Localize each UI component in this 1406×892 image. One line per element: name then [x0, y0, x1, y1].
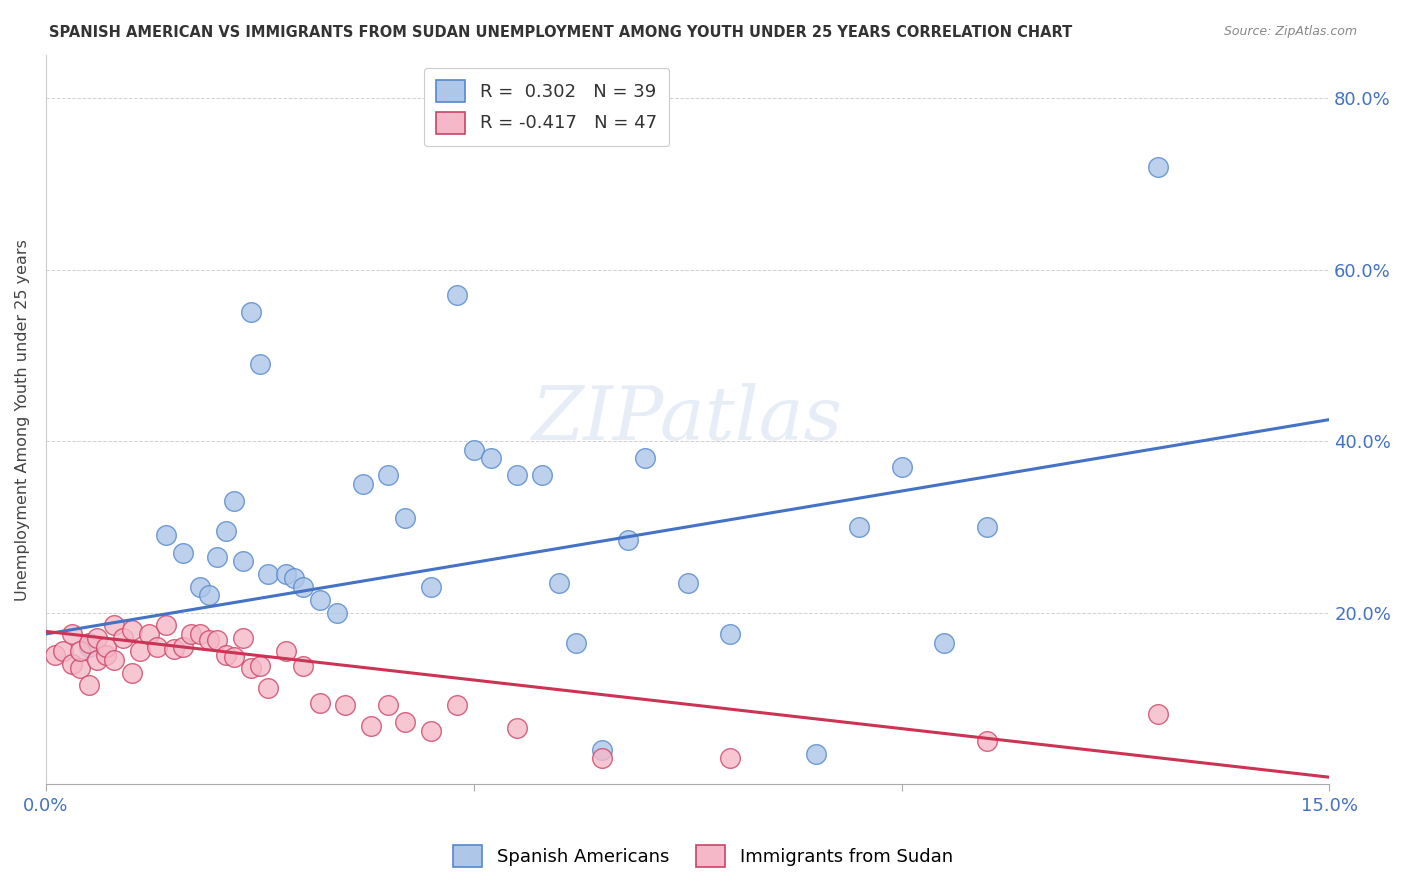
- Point: [591, 743, 613, 757]
- Point: [103, 618, 125, 632]
- Point: [360, 719, 382, 733]
- Point: [420, 580, 443, 594]
- Point: [94, 648, 117, 663]
- Point: [172, 545, 194, 559]
- Point: [257, 566, 280, 581]
- Point: [446, 288, 468, 302]
- Point: [976, 734, 998, 748]
- Point: [531, 468, 554, 483]
- Point: [591, 751, 613, 765]
- Point: [214, 648, 236, 663]
- Point: [180, 627, 202, 641]
- Point: [848, 520, 870, 534]
- Point: [291, 658, 314, 673]
- Point: [249, 658, 271, 673]
- Point: [274, 566, 297, 581]
- Point: [352, 477, 374, 491]
- Point: [308, 592, 330, 607]
- Point: [77, 678, 100, 692]
- Point: [308, 696, 330, 710]
- Text: Source: ZipAtlas.com: Source: ZipAtlas.com: [1223, 25, 1357, 38]
- Point: [291, 580, 314, 594]
- Point: [394, 715, 416, 730]
- Point: [394, 511, 416, 525]
- Point: [616, 533, 638, 547]
- Point: [479, 451, 502, 466]
- Point: [335, 698, 357, 713]
- Point: [446, 698, 468, 713]
- Point: [548, 575, 571, 590]
- Point: [188, 580, 211, 594]
- Point: [718, 627, 741, 641]
- Point: [52, 644, 75, 658]
- Point: [205, 632, 228, 647]
- Point: [890, 459, 912, 474]
- Point: [804, 747, 827, 761]
- Point: [232, 554, 254, 568]
- Point: [146, 640, 169, 654]
- Point: [976, 520, 998, 534]
- Point: [274, 644, 297, 658]
- Point: [94, 640, 117, 654]
- Point: [197, 588, 219, 602]
- Point: [69, 644, 91, 658]
- Point: [103, 653, 125, 667]
- Point: [77, 635, 100, 649]
- Point: [138, 627, 160, 641]
- Point: [232, 632, 254, 646]
- Text: SPANISH AMERICAN VS IMMIGRANTS FROM SUDAN UNEMPLOYMENT AMONG YOUTH UNDER 25 YEAR: SPANISH AMERICAN VS IMMIGRANTS FROM SUDA…: [49, 25, 1073, 40]
- Point: [155, 528, 177, 542]
- Point: [155, 618, 177, 632]
- Point: [197, 632, 219, 647]
- Point: [86, 632, 108, 646]
- Point: [377, 468, 399, 483]
- Point: [60, 657, 83, 671]
- Point: [111, 632, 134, 646]
- Point: [121, 623, 143, 637]
- Point: [205, 549, 228, 564]
- Point: [1147, 160, 1170, 174]
- Point: [77, 640, 100, 654]
- Legend: R =  0.302   N = 39, R = -0.417   N = 47: R = 0.302 N = 39, R = -0.417 N = 47: [423, 68, 669, 146]
- Point: [463, 442, 485, 457]
- Y-axis label: Unemployment Among Youth under 25 years: Unemployment Among Youth under 25 years: [15, 239, 30, 600]
- Legend: Spanish Americans, Immigrants from Sudan: Spanish Americans, Immigrants from Sudan: [446, 838, 960, 874]
- Point: [718, 751, 741, 765]
- Point: [249, 357, 271, 371]
- Point: [326, 606, 349, 620]
- Point: [420, 723, 443, 738]
- Point: [44, 648, 66, 663]
- Point: [69, 661, 91, 675]
- Text: ZIPatlas: ZIPatlas: [531, 384, 844, 456]
- Point: [163, 641, 186, 656]
- Point: [224, 494, 246, 508]
- Point: [60, 627, 83, 641]
- Point: [1147, 706, 1170, 721]
- Point: [224, 650, 246, 665]
- Point: [634, 451, 657, 466]
- Point: [283, 571, 305, 585]
- Point: [505, 722, 527, 736]
- Point: [377, 698, 399, 713]
- Point: [257, 681, 280, 695]
- Point: [676, 575, 699, 590]
- Point: [214, 524, 236, 538]
- Point: [121, 665, 143, 680]
- Point: [565, 635, 588, 649]
- Point: [172, 640, 194, 654]
- Point: [86, 653, 108, 667]
- Point: [129, 644, 152, 658]
- Point: [505, 468, 527, 483]
- Point: [188, 627, 211, 641]
- Point: [240, 661, 263, 675]
- Point: [934, 635, 956, 649]
- Point: [240, 305, 263, 319]
